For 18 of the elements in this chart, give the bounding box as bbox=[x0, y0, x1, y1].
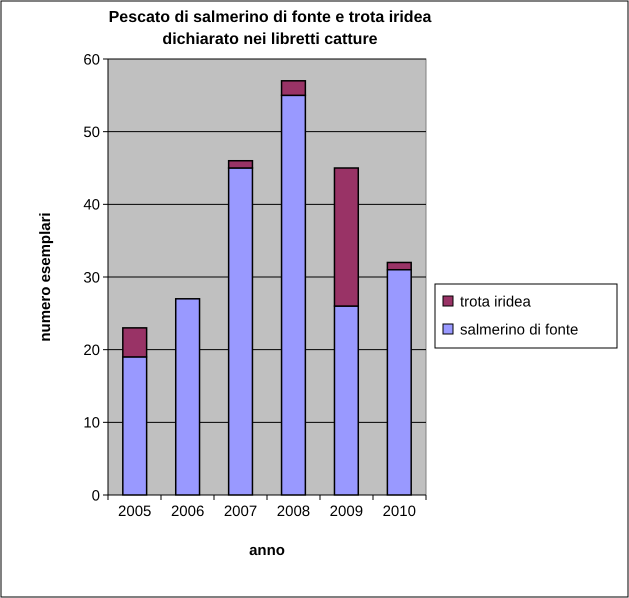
y-tick-label: 60 bbox=[83, 51, 100, 68]
x-tick-label: 2009 bbox=[330, 503, 364, 520]
x-axis-title: anno bbox=[249, 542, 285, 559]
y-tick-label: 0 bbox=[92, 487, 100, 504]
y-tick-label: 30 bbox=[83, 269, 100, 286]
y-tick-label: 50 bbox=[83, 124, 100, 141]
y-tick-label: 10 bbox=[83, 414, 100, 432]
chart-title: Pescato di salmerino di fonte e trota iridea dichiarato nei libretti catture bbox=[108, 9, 432, 48]
y-axis-title: numero esemplari bbox=[37, 212, 54, 342]
legend-label: salmerino di fonte bbox=[460, 321, 578, 338]
legend-label: trota iridea bbox=[460, 293, 532, 310]
y-tick-label: 20 bbox=[83, 342, 100, 359]
x-tick-label: 2006 bbox=[170, 503, 204, 520]
x-tick-label: 2005 bbox=[118, 503, 152, 520]
y-tick-label: 40 bbox=[83, 196, 100, 214]
x-tick-label: 2007 bbox=[224, 503, 258, 520]
x-tick-label: 2008 bbox=[276, 503, 310, 520]
x-tick-label: 2010 bbox=[382, 503, 416, 520]
